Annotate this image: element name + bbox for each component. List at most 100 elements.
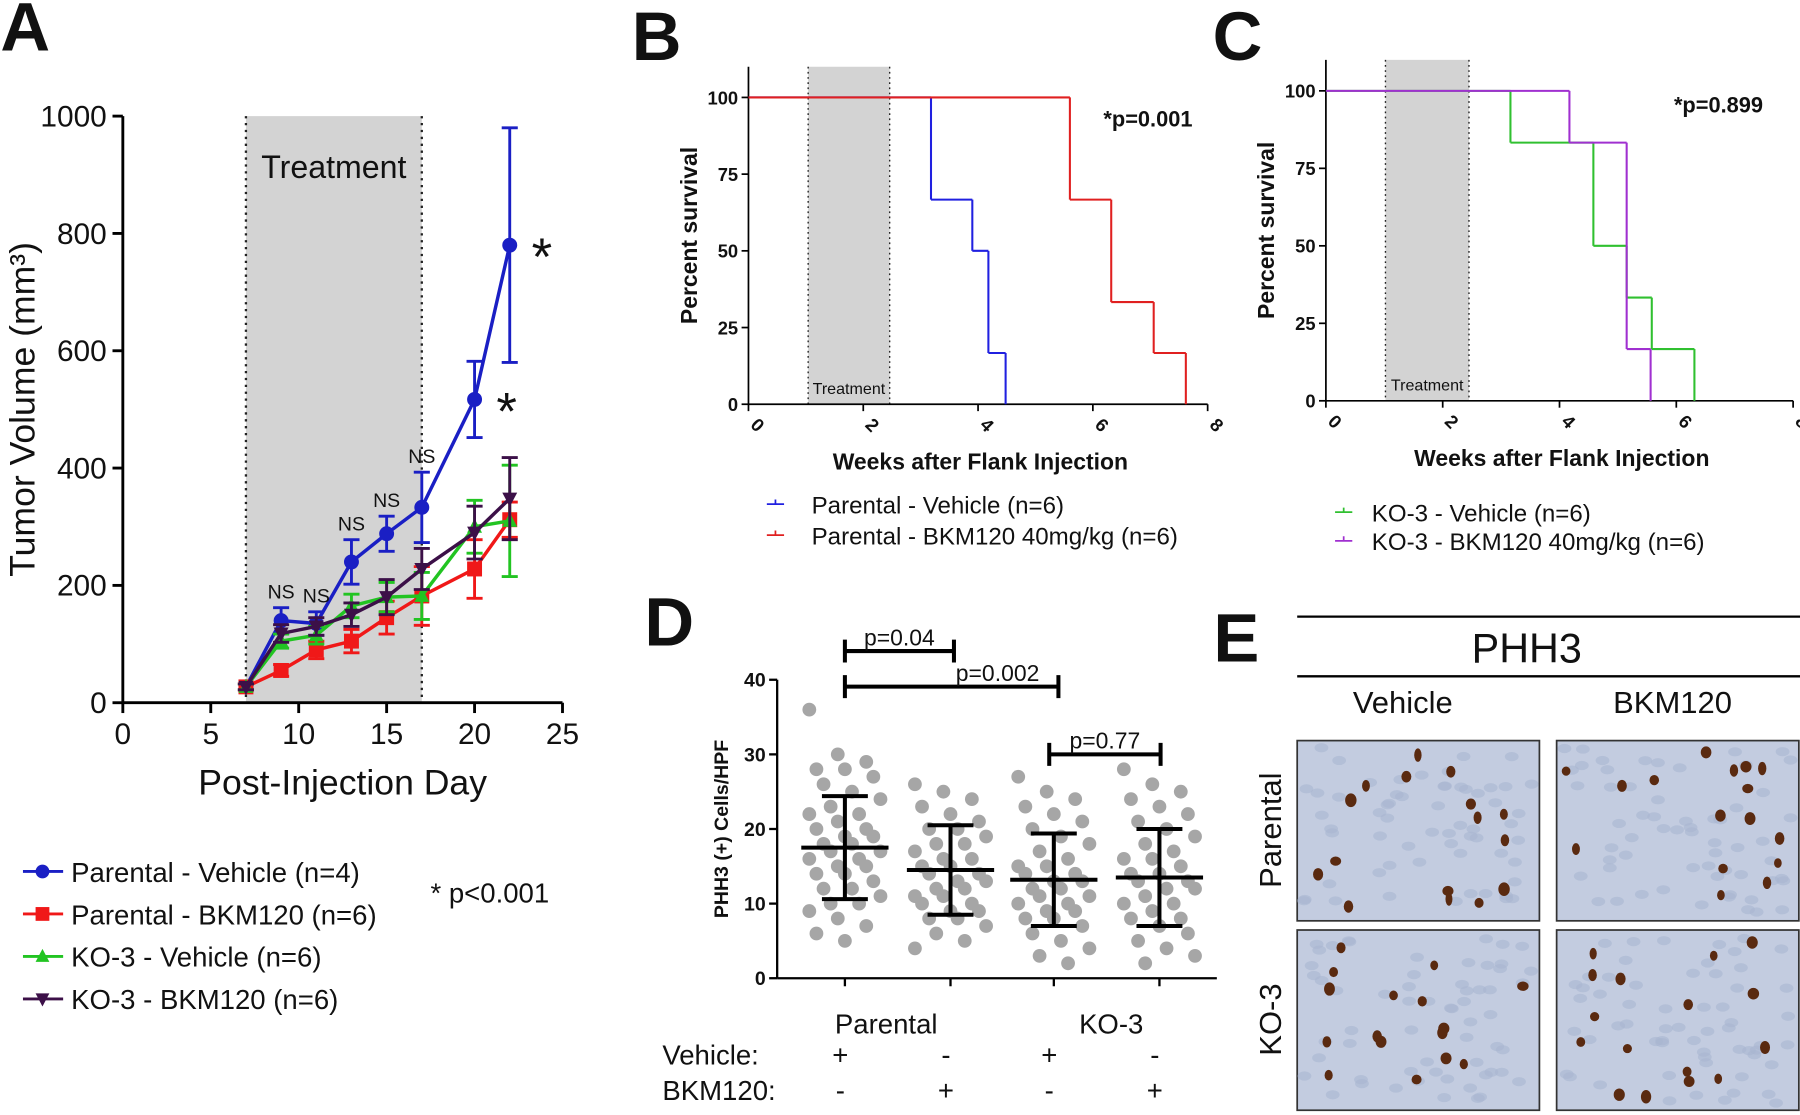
x-tick-label: 10: [282, 718, 315, 751]
data-dot: [1018, 799, 1033, 814]
stained-nucleus: [1417, 996, 1427, 1007]
cell: [1723, 890, 1737, 900]
data-dot: [972, 814, 986, 829]
cell: [1407, 970, 1421, 980]
data-dot: [1061, 851, 1075, 866]
cell: [1662, 1070, 1677, 1081]
comparison-bracket: [842, 675, 1061, 699]
cell: [1389, 1083, 1403, 1093]
cell: [1463, 1083, 1478, 1093]
data-dot: [1032, 889, 1047, 904]
data-dot: [1011, 769, 1026, 784]
cell: [1314, 810, 1329, 820]
cell: [1373, 831, 1387, 841]
cell: [1600, 765, 1615, 775]
cell: [1672, 763, 1687, 773]
data-dot: [866, 829, 881, 844]
legend-line: [1335, 536, 1353, 542]
cell: [1708, 969, 1723, 979]
y-tick-label: 100: [707, 87, 738, 108]
data-dot: [830, 911, 845, 926]
data-dot: [1025, 926, 1040, 941]
cell: [1749, 907, 1764, 917]
cell: [1304, 961, 1319, 971]
row-sign: -: [836, 1075, 845, 1106]
stained-nucleus: [1774, 832, 1785, 845]
y-tick-label: 600: [57, 335, 107, 368]
cell: [1708, 848, 1723, 858]
data-dot: [979, 919, 993, 933]
comparison-label: p=0.77: [1070, 728, 1141, 754]
group-label: Parental: [835, 1008, 938, 1039]
stained-nucleus: [1613, 1088, 1625, 1101]
cell: [1461, 958, 1476, 968]
marker: [343, 633, 359, 649]
cell: [1444, 1003, 1458, 1013]
data-dot: [936, 889, 951, 904]
cell: [1372, 868, 1387, 878]
cell: [1431, 801, 1446, 811]
cell: [1382, 860, 1397, 870]
cell: [1480, 960, 1495, 970]
row-sign: +: [832, 1039, 848, 1070]
y-tick-label: 40: [744, 670, 766, 692]
y-tick-label: 25: [718, 317, 738, 338]
x-tick-label: 8: [1791, 410, 1800, 432]
stained-nucleus: [1473, 811, 1482, 824]
cell: [1471, 788, 1485, 798]
significance-star: *: [496, 382, 517, 441]
stained-nucleus: [1758, 761, 1767, 776]
data-dot: [1138, 837, 1153, 851]
cell: [1735, 1072, 1749, 1082]
panel-letter: E: [1213, 599, 1259, 676]
cell: [1507, 877, 1522, 887]
cell: [1310, 788, 1325, 798]
cell: [1342, 1038, 1357, 1049]
cell: [1775, 905, 1790, 915]
stained-nucleus: [1459, 1058, 1468, 1070]
legend-label: KO-3 - BKM120 (n=6): [71, 984, 338, 1015]
cell: [1636, 810, 1650, 820]
cell: [1299, 784, 1314, 794]
cell: [1454, 782, 1469, 792]
data-dot: [809, 866, 824, 881]
data-dot: [1173, 911, 1188, 926]
marker: [502, 237, 518, 253]
data-dot: [972, 904, 986, 918]
cell: [1624, 833, 1639, 843]
row-sign: +: [1041, 1039, 1057, 1070]
cell: [1490, 1041, 1505, 1052]
stained-nucleus: [1375, 1035, 1387, 1048]
cell: [1730, 842, 1745, 853]
data-dot: [1039, 784, 1054, 799]
data-dot: [802, 904, 817, 918]
group-label: KO-3: [1079, 1008, 1143, 1039]
data-dot: [1011, 896, 1026, 911]
cell: [1573, 871, 1588, 881]
ns-label: NS: [373, 490, 400, 512]
cell: [1598, 938, 1612, 948]
data-dot: [1124, 911, 1138, 926]
cell: [1728, 747, 1742, 757]
cell: [1707, 838, 1722, 848]
y-tick-label: 50: [1295, 236, 1315, 257]
data-dot: [873, 889, 888, 904]
data-dot: [802, 702, 817, 717]
cell: [1444, 839, 1459, 849]
comparison-label: p=0.002: [956, 660, 1040, 686]
data-dot: [1188, 829, 1202, 844]
cell: [1582, 1034, 1597, 1045]
stained-nucleus: [1744, 812, 1756, 825]
cell: [1744, 895, 1759, 905]
data-dot: [859, 919, 874, 933]
stained-nucleus: [1401, 770, 1412, 783]
cell: [1622, 999, 1637, 1009]
stained-nucleus: [1617, 779, 1627, 792]
data-dot: [915, 799, 929, 814]
stained-nucleus: [1774, 858, 1782, 868]
data-dot: [1082, 889, 1097, 904]
cell: [1466, 824, 1481, 834]
legend-line: [1335, 507, 1353, 514]
cell: [1453, 848, 1468, 858]
data-dot: [1138, 889, 1153, 904]
